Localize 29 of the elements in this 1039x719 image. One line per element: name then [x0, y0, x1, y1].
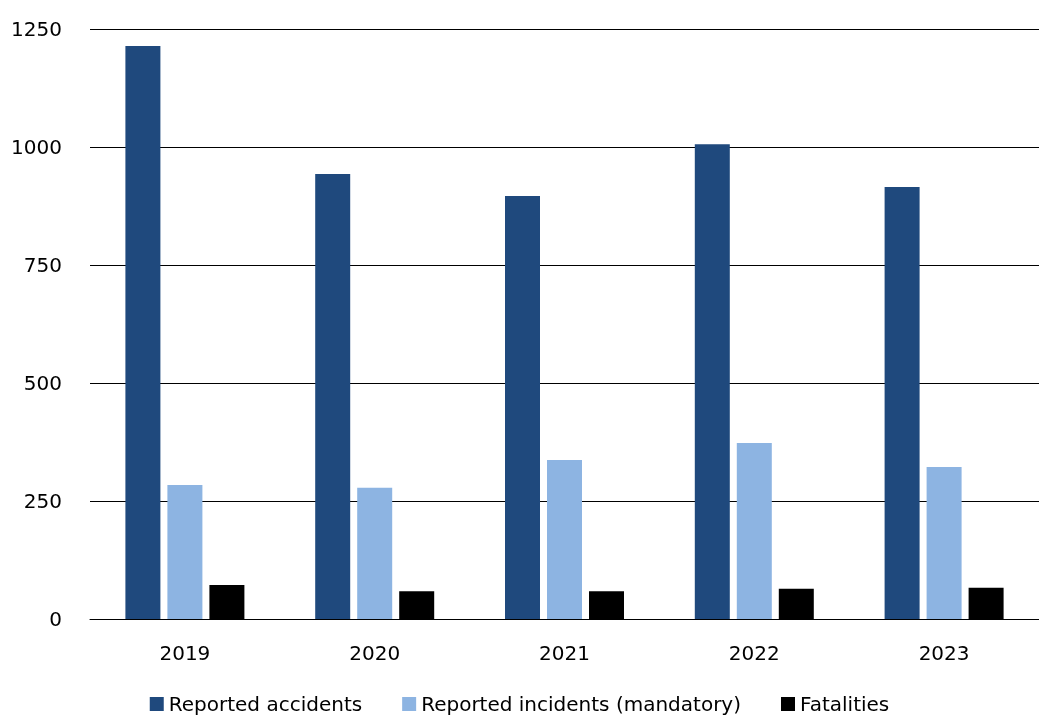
bar: [125, 45, 161, 619]
bar: [357, 487, 393, 619]
legend-label: Reported incidents (mandatory): [421, 692, 741, 716]
bar: [315, 173, 351, 619]
bar: [399, 591, 435, 619]
bar: [167, 484, 203, 619]
legend-label: Fatalities: [799, 692, 890, 716]
y-tick-label: 750: [23, 253, 62, 277]
bar: [694, 144, 730, 619]
y-tick-label: 1250: [11, 17, 62, 41]
x-tick-label: 2023: [918, 641, 970, 665]
y-tick-label: 250: [23, 489, 62, 513]
x-tick-label: 2019: [159, 641, 211, 665]
y-tick-label: 0: [49, 607, 62, 631]
bar: [968, 587, 1004, 619]
x-tick-label: 2021: [539, 641, 590, 665]
bar: [505, 196, 540, 619]
bar: [736, 442, 772, 619]
bar: [547, 459, 582, 619]
bar: [884, 187, 920, 619]
bar: [209, 585, 245, 619]
legend-label: Reported accidents: [168, 692, 363, 716]
x-tick-label: 2020: [349, 641, 401, 665]
y-tick-label: 1000: [11, 135, 62, 159]
bar: [926, 467, 962, 619]
bar: [778, 588, 814, 619]
bar: [589, 591, 624, 619]
x-tick-label: 2022: [728, 641, 780, 665]
y-tick-label: 500: [23, 371, 62, 395]
